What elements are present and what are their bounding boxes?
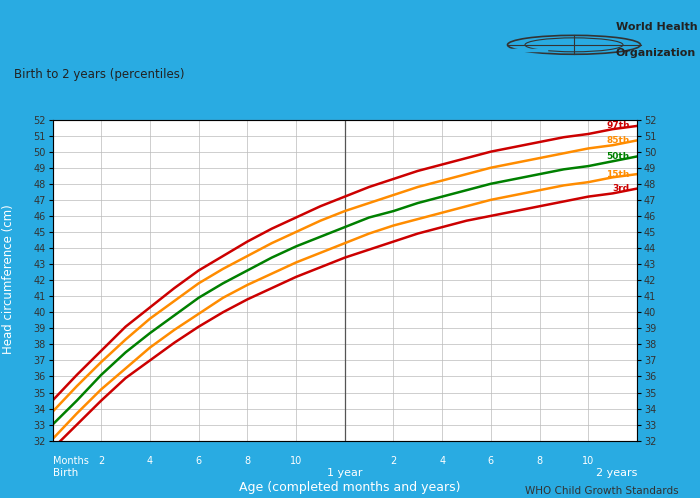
Text: Head circumference-for-age  BOYS: Head circumference-for-age BOYS (14, 28, 475, 52)
Text: 97th: 97th (606, 122, 630, 130)
Text: 50th: 50th (606, 152, 630, 161)
Text: 3rd: 3rd (612, 184, 630, 193)
Text: 15th: 15th (606, 170, 630, 179)
Text: 4: 4 (147, 456, 153, 466)
Text: Head circumference (cm): Head circumference (cm) (2, 204, 15, 354)
Text: Birth to 2 years (percentiles): Birth to 2 years (percentiles) (14, 68, 185, 81)
Text: 8: 8 (536, 456, 542, 466)
Text: Age (completed months and years): Age (completed months and years) (239, 481, 461, 494)
Text: Organization: Organization (616, 48, 696, 58)
Text: 10: 10 (582, 456, 594, 466)
Text: 6: 6 (195, 456, 202, 466)
Text: 2: 2 (391, 456, 397, 466)
Text: 8: 8 (244, 456, 251, 466)
Text: Birth: Birth (52, 468, 78, 478)
Text: 2: 2 (98, 456, 104, 466)
Text: 2 years: 2 years (596, 468, 637, 478)
Text: 6: 6 (488, 456, 494, 466)
Text: WHO Child Growth Standards: WHO Child Growth Standards (526, 486, 679, 496)
Text: Months: Months (52, 456, 88, 466)
Text: World Health: World Health (616, 22, 698, 32)
Text: 1 year: 1 year (327, 468, 363, 478)
Text: 4: 4 (439, 456, 445, 466)
Text: 10: 10 (290, 456, 302, 466)
Text: 85th: 85th (606, 136, 630, 145)
